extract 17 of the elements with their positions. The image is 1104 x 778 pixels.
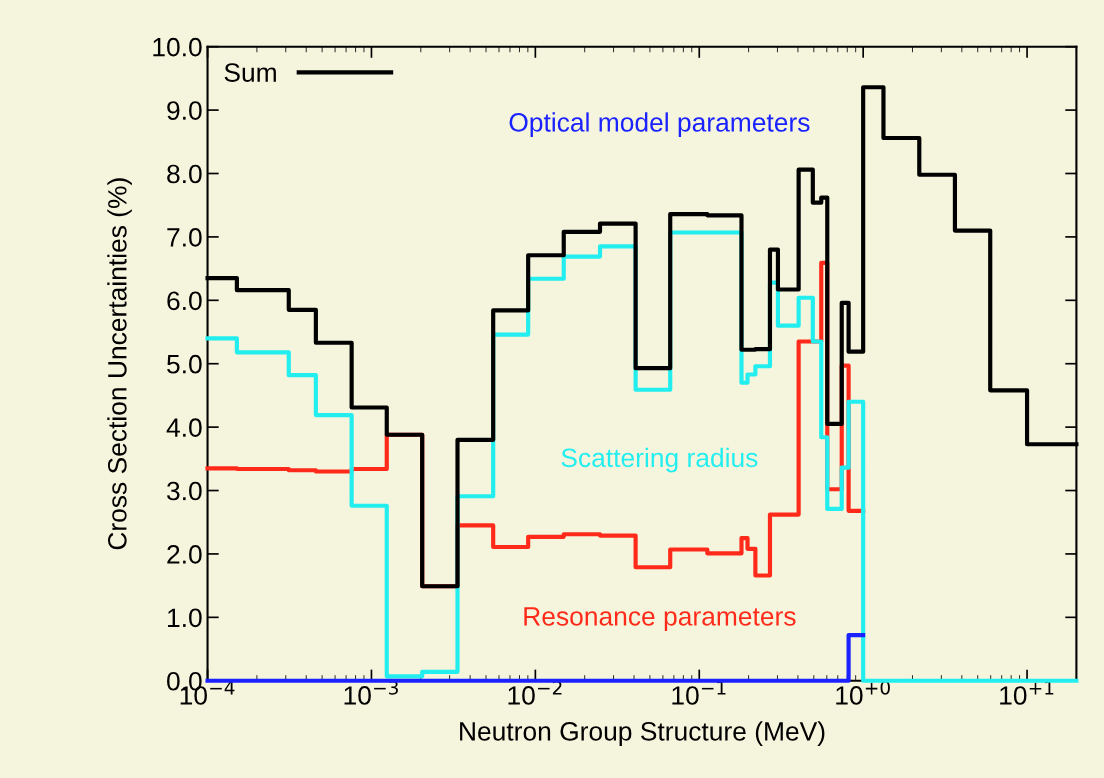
x-axis-title: Neutron Group Structure (MeV) [460, 721, 825, 746]
y-tick-label: 8.0 [167, 164, 202, 184]
y-tick-label: 7.0 [167, 228, 202, 247]
y-tick-label: 10.0 [153, 37, 202, 57]
y-tick-label: 2.0 [167, 545, 202, 564]
y-tick-label: 9.0 [167, 101, 202, 120]
legend-label: Sum [224, 63, 276, 82]
series-label: Resonance parameters [524, 607, 796, 631]
text: Scattering radius [561, 447, 758, 473]
y-tick-label: 1.0 [168, 608, 202, 628]
y-tick-label: 3.0 [167, 481, 202, 501]
x-tick-label: 10$^{+0}$ [836, 680, 890, 705]
text: Optical model parameters [509, 112, 810, 137]
y-tick-label: 4.0 [166, 418, 202, 437]
y-axis-title: Cross Section Uncertainties (%) [107, 178, 132, 550]
y-tick-label: 6.0 [167, 291, 202, 311]
y-tick-label: 5.0 [167, 354, 202, 374]
